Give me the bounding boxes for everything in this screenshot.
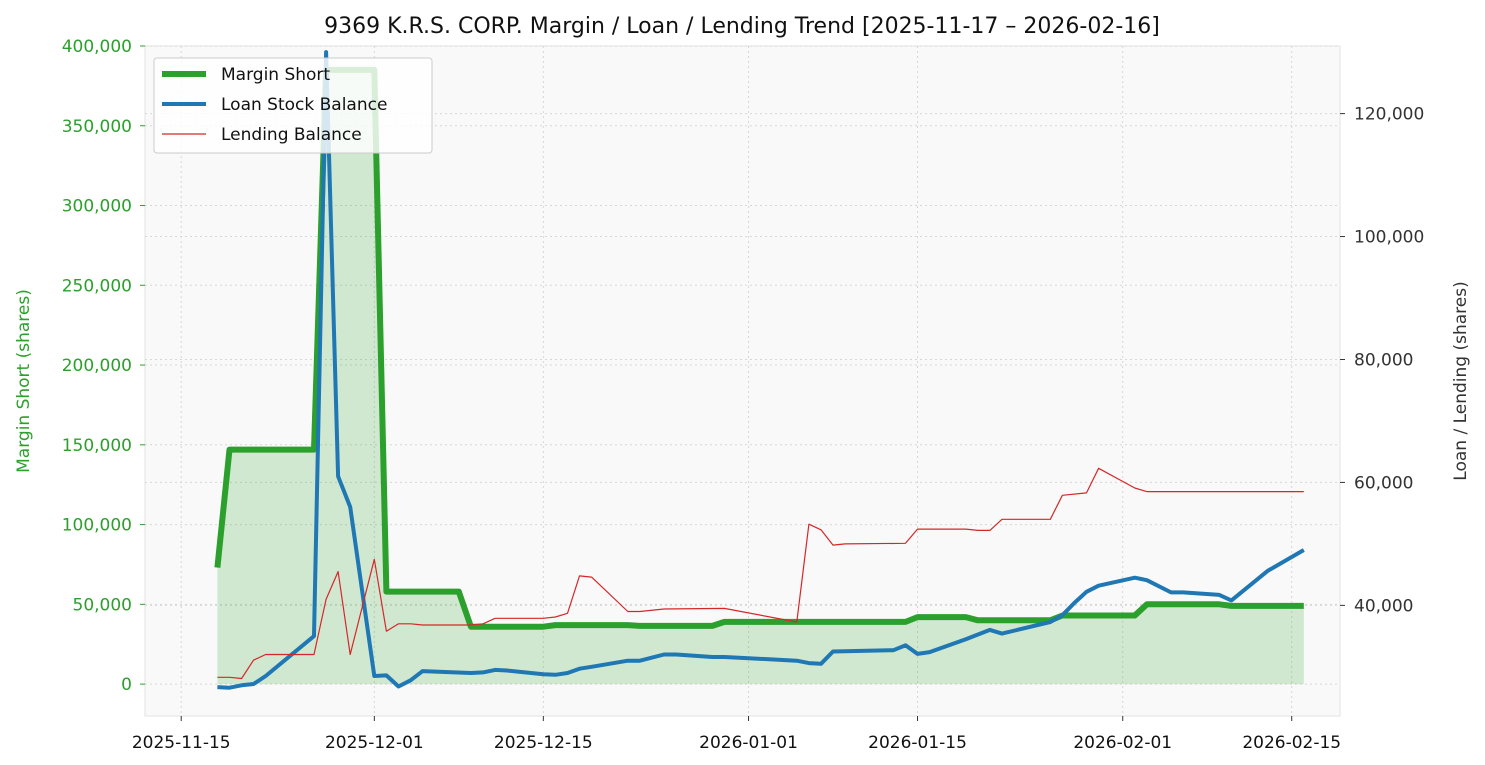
y-right-tick-label: 100,000 — [1354, 228, 1424, 248]
y-left-tick-label: 100,000 — [62, 516, 132, 536]
legend-label-lending-balance: Lending Balance — [221, 125, 362, 145]
y-axis-label-right: Loan / Lending (shares) — [1451, 281, 1471, 480]
legend-box — [153, 57, 433, 154]
loan-stock-balance-line — [217, 50, 1305, 690]
x-tick-label: 2025-12-01 — [325, 733, 424, 753]
legend: Margin Short Loan Stock Balance Lending Ba… — [153, 57, 433, 154]
y-left-tick-label: 400,000 — [62, 37, 132, 57]
y-axis-label-left: Margin Short (shares) — [14, 289, 34, 473]
tick-labels: 2025-11-15 2025-12-01 2025-12-15 2026-01-01… — [62, 37, 1425, 753]
y-left-tick-label: 150,000 — [62, 436, 132, 456]
legend-label-margin-short: Margin Short — [221, 65, 330, 85]
y-left-tick-label: 200,000 — [62, 356, 132, 376]
y-right-tick-label: 60,000 — [1354, 473, 1413, 493]
y-right-tick-label: 80,000 — [1354, 350, 1413, 370]
y-right-tick-label: 40,000 — [1354, 596, 1413, 616]
x-tick-label: 2026-02-01 — [1073, 733, 1172, 753]
lending-balance-line — [217, 467, 1304, 680]
x-tick-label: 2025-12-15 — [494, 733, 593, 753]
y-right-tick-label: 120,000 — [1354, 105, 1424, 125]
y-left-tick-label: 250,000 — [62, 276, 132, 296]
chart-title: 9369 K.R.S. CORP. Margin / Loan / Lendin… — [324, 14, 1160, 39]
y-left-tick-label: 50,000 — [73, 595, 132, 615]
y-left-tick-label: 350,000 — [62, 117, 132, 137]
y-left-tick-label: 0 — [121, 675, 132, 695]
y-left-tick-label: 300,000 — [62, 197, 132, 217]
x-tick-label: 2025-11-15 — [132, 733, 231, 753]
x-tick-label: 2026-01-15 — [868, 733, 967, 753]
x-tick-label: 2026-02-15 — [1242, 733, 1341, 753]
legend-label-loan-stock-balance: Loan Stock Balance — [221, 95, 387, 115]
x-tick-label: 2026-01-01 — [699, 733, 798, 753]
